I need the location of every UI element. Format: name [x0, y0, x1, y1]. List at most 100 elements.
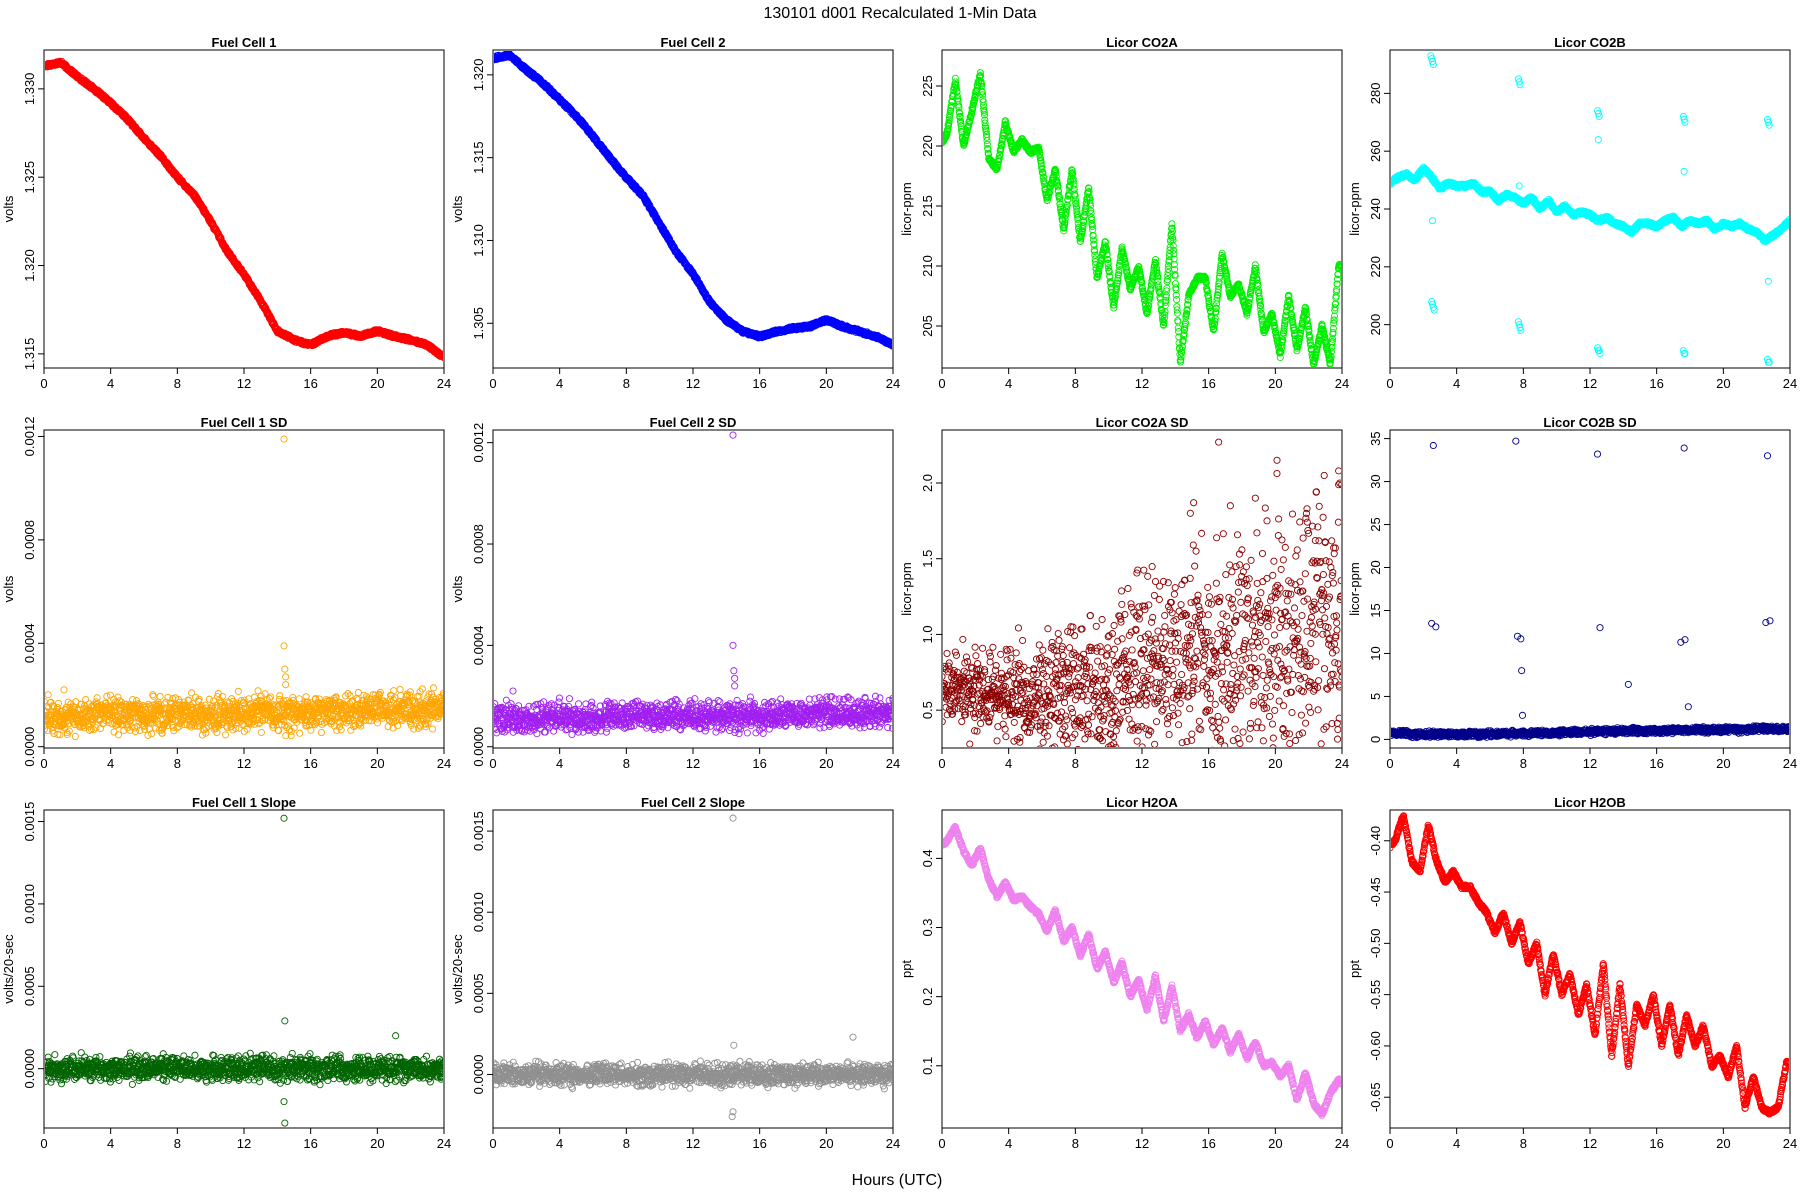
y-tick-label: 225 [920, 75, 935, 97]
data-point [1253, 279, 1262, 287]
data-point [951, 74, 959, 82]
data-point [1302, 311, 1310, 319]
data-point [943, 130, 951, 138]
data-point [977, 72, 985, 80]
data-point [1139, 288, 1148, 296]
data-point [1069, 177, 1078, 185]
data-point [1177, 353, 1185, 361]
figure-xlabel: Hours (UTC) [852, 1172, 943, 1189]
data-point [998, 138, 1006, 146]
panel-title: Fuel Cell 2 [660, 35, 725, 50]
x-tick-label: 0 [489, 376, 496, 391]
data-point [1061, 219, 1069, 227]
data-point [998, 140, 1006, 148]
data-point [1256, 299, 1264, 307]
data-point [1326, 359, 1334, 367]
data-point [1280, 325, 1288, 333]
data-point [1056, 195, 1064, 203]
data-point [1144, 302, 1153, 310]
data-point [1178, 346, 1186, 354]
y-axis-label: volts [450, 195, 465, 222]
data-point [1103, 250, 1111, 258]
x-tick-label: 20 [819, 376, 833, 391]
y-tick-label: 210 [920, 255, 935, 277]
data-point [1163, 276, 1171, 284]
data-point [1235, 280, 1243, 288]
data-point [1035, 147, 1043, 155]
data-point [1121, 260, 1130, 268]
data-point [1330, 316, 1338, 324]
x-tick-label: 8 [1072, 376, 1079, 391]
data-point [1046, 188, 1054, 196]
data-point [1104, 260, 1112, 268]
data-point [1110, 304, 1118, 312]
data-point [1065, 189, 1073, 197]
data-point [1079, 221, 1087, 229]
x-tick-label: 0 [1386, 376, 1393, 391]
data-point [1211, 315, 1219, 323]
x-tick-label: 20 [1716, 376, 1730, 391]
data-point [978, 88, 986, 96]
y-tick-label: 220 [920, 135, 935, 157]
data-point [1177, 356, 1185, 364]
data-point [1138, 285, 1146, 293]
data-point [1070, 181, 1078, 189]
data-point [1253, 276, 1261, 284]
data-point [1172, 286, 1180, 294]
data-point [1254, 282, 1262, 290]
y-axis-label: volts [1, 195, 16, 222]
data-point [981, 119, 989, 127]
data-point [646, 201, 654, 209]
data-point [1056, 200, 1064, 208]
data-point [979, 98, 987, 106]
y-tick-label: 260 [1368, 140, 1383, 162]
data-point [1276, 349, 1284, 357]
data-point [1330, 312, 1339, 320]
data-point [440, 354, 443, 362]
data-point [1246, 294, 1254, 302]
data-point [1091, 247, 1099, 256]
data-point [439, 352, 443, 360]
data-point [1202, 279, 1210, 287]
y-tick-label: 220 [1368, 256, 1383, 278]
x-tick-label: 8 [623, 376, 630, 391]
data-point [1307, 341, 1315, 349]
data-point [1294, 343, 1302, 351]
data-point [1331, 304, 1339, 312]
x-tick-label: 20 [370, 376, 384, 391]
data-point [979, 101, 987, 109]
data-point [1162, 296, 1170, 304]
data-point [1124, 272, 1132, 280]
data-point [1076, 237, 1084, 245]
data-point [1334, 270, 1341, 278]
data-point [1151, 256, 1160, 264]
data-point [1043, 196, 1051, 204]
data-point [1336, 261, 1341, 269]
data-point [1311, 354, 1319, 362]
data-point [1169, 234, 1177, 242]
data-point [1286, 300, 1294, 308]
data-point [1054, 183, 1062, 191]
data-point [952, 84, 961, 92]
data-point [1333, 280, 1341, 288]
data-point [1271, 324, 1279, 332]
data-point [1302, 306, 1310, 314]
data-point [1308, 345, 1316, 353]
data-point [888, 340, 892, 348]
x-tick-label: 12 [237, 376, 251, 391]
data-point [980, 108, 988, 116]
data-point [1163, 287, 1171, 295]
data-point [1327, 352, 1335, 360]
data-point [982, 128, 990, 136]
data-point [1211, 320, 1219, 328]
data-point [1279, 332, 1287, 340]
data-point [1052, 169, 1060, 177]
y-tick-label: 1.320 [471, 59, 486, 92]
x-tick-label: 8 [174, 376, 181, 391]
data-point [1212, 304, 1220, 312]
data-point [997, 144, 1005, 152]
data-point [1035, 143, 1043, 151]
